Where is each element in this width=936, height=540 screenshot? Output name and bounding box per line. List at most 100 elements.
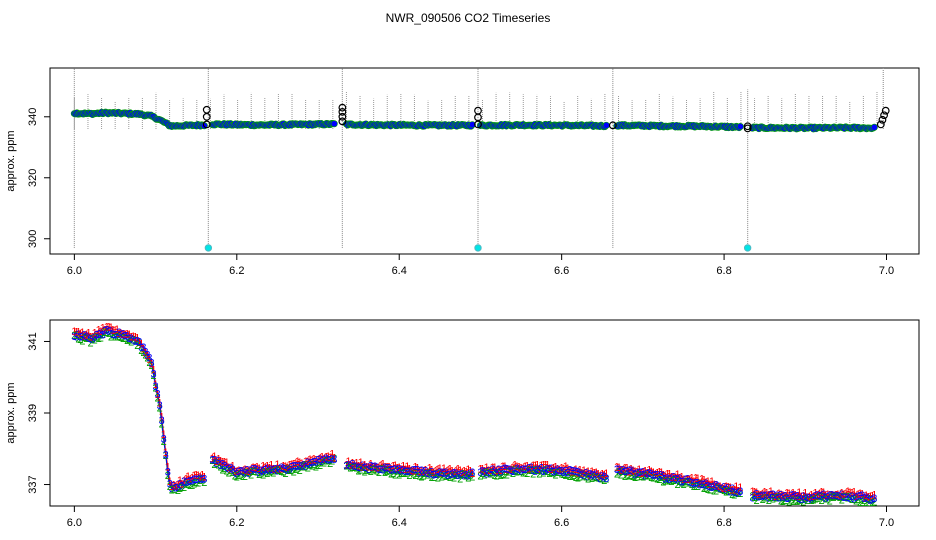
data-point-red: 1 [550,463,556,475]
data-point-red: 1 [697,478,703,490]
data-point [330,120,338,128]
data-point-blue: 3 [656,472,662,484]
data-point-red: 1 [429,465,435,477]
data-point-red: 1 [510,462,516,474]
data-point-green: 2 [423,468,429,480]
data-point-blue: 3 [546,464,552,476]
data-point-blue: 3 [150,369,156,381]
data-point-blue: 3 [376,464,382,476]
data-point-green: 2 [161,436,167,448]
data-point-red: 1 [100,323,106,335]
data-point-green: 2 [81,332,87,344]
data-point-red: 1 [502,461,508,473]
data-point-green: 2 [380,464,386,476]
data-point-blue: 3 [485,466,491,478]
data-point-green: 2 [841,492,847,504]
data-point-red: 1 [220,456,226,468]
data-point-red: 1 [122,329,128,341]
data-point-green: 2 [829,491,835,503]
data-point-red: 1 [356,461,362,473]
data-point-green: 2 [603,473,609,485]
data-point-green: 2 [150,370,156,382]
data-point-blue: 3 [784,493,790,505]
data-point-red: 1 [644,467,650,479]
data-point-red: 1 [155,389,161,401]
data-point-green: 2 [400,467,406,479]
data-point-blue: 3 [709,482,715,494]
data-point-blue: 3 [861,493,867,505]
plot-area: 2132132132132132132132132132132132132132… [71,321,877,509]
data-point-blue: 3 [488,468,494,480]
data-point-red: 1 [169,481,175,493]
data-point-red: 1 [159,412,165,424]
data-point-blue: 3 [648,469,654,481]
data-point-blue: 3 [697,479,703,491]
data-point-red: 1 [349,458,355,470]
data-point-blue: 3 [640,466,646,478]
data-point-red: 1 [754,487,760,499]
data-point-blue: 3 [220,459,226,471]
data-point-blue: 3 [569,465,575,477]
data-point-red: 1 [693,473,699,485]
data-point-blue: 3 [581,470,587,482]
data-point-blue: 3 [315,454,321,466]
data-point-red: 1 [569,466,575,478]
data-point-green: 2 [632,472,638,484]
data-point-green: 2 [871,497,877,509]
data-point-red: 1 [469,468,475,480]
data-point-blue: 3 [181,476,187,488]
data-point-blue: 3 [228,463,234,475]
data-point-green: 2 [171,484,177,496]
data-point-blue: 3 [766,493,772,505]
data-point-red: 1 [804,492,810,504]
data-point-blue: 3 [530,465,536,477]
data-point-blue: 3 [384,463,390,475]
data-point-green: 2 [441,469,447,481]
data-point-blue: 3 [183,477,189,489]
data-point-red: 1 [542,460,548,472]
data-point-green: 2 [215,459,221,471]
data-point-red: 1 [483,462,489,474]
data-point-blue: 3 [177,478,183,490]
data-point-blue: 3 [144,350,150,362]
data-point-green: 2 [323,456,329,468]
data-point-blue: 3 [762,491,768,503]
data-point-red: 1 [715,481,721,493]
data-point-red: 1 [351,460,357,472]
data-point-blue: 3 [735,488,741,500]
data-point-blue: 3 [179,480,185,492]
data-point-green: 2 [453,470,459,482]
data-point-green: 2 [683,477,689,489]
data-point-blue: 3 [677,473,683,485]
data-point-red: 1 [408,465,414,477]
data-point-green: 2 [569,471,575,483]
data-point-green: 2 [780,496,786,508]
data-point-green: 2 [98,332,104,344]
data-point-green: 2 [368,466,374,478]
data-point-green: 2 [443,471,449,483]
data-point-green: 2 [311,459,317,471]
data-point-green: 2 [762,492,768,504]
data-point-blue: 3 [347,461,353,473]
data-point-green: 2 [459,469,465,481]
data-point-green: 2 [717,483,723,495]
data-point-green: 2 [238,468,244,480]
data-point-blue: 3 [634,468,640,480]
data-point-green: 2 [512,465,518,477]
data-point-green: 2 [581,470,587,482]
data-point-green: 2 [140,347,146,359]
data-point-red: 1 [394,462,400,474]
data-point-red: 1 [701,475,707,487]
data-point-red: 1 [382,461,388,473]
data-point-red: 1 [329,449,335,461]
data-point-blue: 3 [760,490,766,502]
data-point-blue: 3 [673,473,679,485]
data-point-green: 2 [307,460,313,472]
series-line-blue [212,457,335,475]
data-point-blue: 3 [104,324,110,336]
data-point-green: 2 [729,489,735,501]
reference-point [338,103,347,112]
data-point-red: 1 [737,482,743,494]
data-point-green: 2 [347,463,353,475]
data-point-blue: 3 [110,329,116,341]
